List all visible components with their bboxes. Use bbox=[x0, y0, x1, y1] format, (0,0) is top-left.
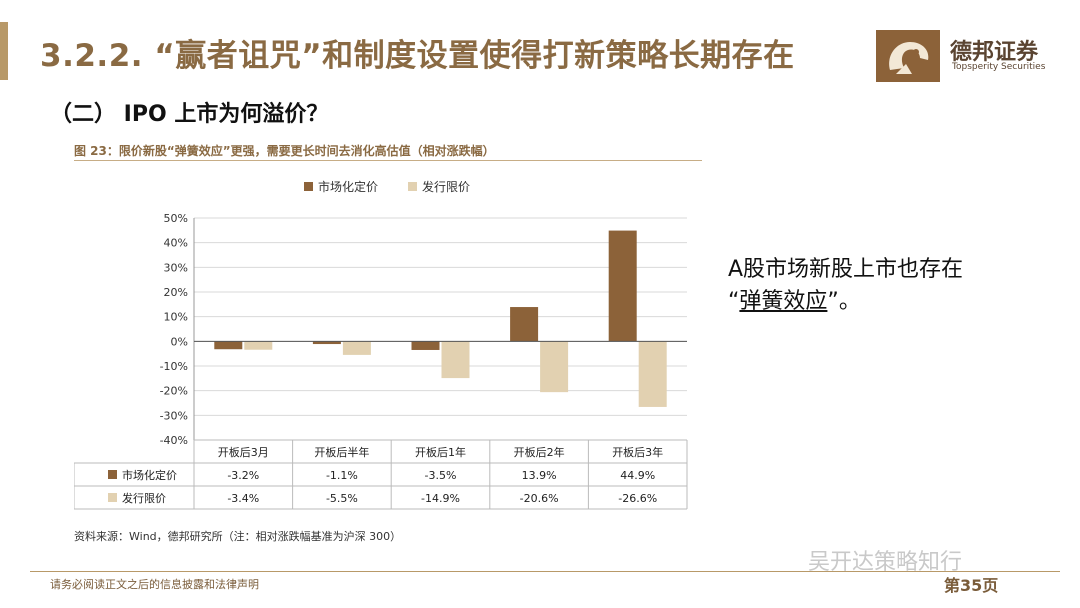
y-tick-label: 0% bbox=[171, 335, 188, 348]
source-note: 资料来源：Wind，德邦研究所（注：相对涨跌幅基准为沪深 300） bbox=[74, 530, 402, 543]
data-label: -14.9% bbox=[421, 492, 460, 505]
x-category-label: 开板后3月 bbox=[218, 445, 269, 459]
legend-swatch bbox=[304, 182, 313, 191]
data-label: -5.5% bbox=[326, 492, 358, 505]
data-label: -3.5% bbox=[425, 469, 457, 482]
page-number: 第35页 bbox=[944, 576, 999, 595]
y-tick-label: 20% bbox=[164, 286, 188, 299]
brand-logo bbox=[876, 30, 940, 82]
brand-name: 德邦证券 bbox=[950, 40, 1039, 65]
title-accent-bar bbox=[0, 22, 8, 80]
caption-divider bbox=[74, 160, 702, 161]
bar-chart: 50%40%30%20%10%0%-10%-20%-30%-40% 市场化定价发… bbox=[74, 179, 688, 510]
y-tick-label: 40% bbox=[164, 237, 188, 250]
y-tick-label: 30% bbox=[164, 261, 188, 274]
y-tick-label: 10% bbox=[164, 311, 188, 324]
footer-divider bbox=[30, 571, 1060, 572]
x-category-label: 开板后2年 bbox=[514, 445, 565, 459]
brand-english-name: Topsperity Securities bbox=[952, 62, 1046, 72]
table-series-name: 发行限价 bbox=[122, 491, 166, 505]
bar bbox=[608, 230, 637, 342]
bar bbox=[342, 341, 371, 355]
x-category-label: 开板后半年 bbox=[314, 445, 369, 459]
y-tick-label: -20% bbox=[160, 385, 188, 398]
disclaimer: 请务必阅读正文之后的信息披露和法律声明 bbox=[50, 578, 259, 591]
data-label: 13.9% bbox=[522, 469, 557, 482]
bar bbox=[244, 341, 273, 350]
x-category-label: 开板后1年 bbox=[415, 445, 466, 459]
table-series-swatch bbox=[108, 493, 117, 502]
side-commentary: A股市场新股上市也存在 “弹簧效应”。 bbox=[728, 254, 963, 318]
wechat-watermark: 吴开达策略知行 bbox=[808, 550, 963, 575]
close-quote: ”。 bbox=[827, 289, 861, 314]
data-label: 44.9% bbox=[620, 469, 655, 482]
table-series-name: 市场化定价 bbox=[122, 468, 177, 482]
y-tick-label: -10% bbox=[160, 360, 188, 373]
data-label: -26.6% bbox=[618, 492, 657, 505]
bar bbox=[540, 341, 569, 393]
bar bbox=[214, 341, 243, 350]
legend-label: 市场化定价 bbox=[318, 179, 378, 194]
section-subtitle: （二） IPO 上市为何溢价？ bbox=[50, 102, 329, 127]
data-label: -3.2% bbox=[227, 469, 259, 482]
open-quote: “ bbox=[728, 289, 740, 314]
legend-swatch bbox=[408, 182, 417, 191]
legend-label: 发行限价 bbox=[422, 179, 470, 194]
figure-caption: 图 23：限价新股“弹簧效应”更强，需要更长时间去消化高估值（相对涨跌幅） bbox=[74, 144, 495, 158]
spring-effect-highlight: 弹簧效应 bbox=[739, 289, 828, 314]
data-label: -3.4% bbox=[227, 492, 259, 505]
y-tick-label: -30% bbox=[160, 409, 188, 422]
data-label: -20.6% bbox=[520, 492, 559, 505]
bar bbox=[441, 341, 470, 379]
table-series-swatch bbox=[108, 470, 117, 479]
x-category-label: 开板后3年 bbox=[612, 445, 663, 459]
bar bbox=[510, 307, 539, 342]
side-text-line2: “弹簧效应”。 bbox=[728, 286, 963, 318]
bar bbox=[411, 341, 440, 350]
slide-title: 3.2.2. “赢者诅咒”和制度设置使得打新策略长期存在 bbox=[40, 38, 795, 74]
side-text-line1: A股市场新股上市也存在 bbox=[728, 257, 964, 282]
data-label: -1.1% bbox=[326, 469, 358, 482]
y-tick-label: 50% bbox=[164, 212, 188, 225]
bar bbox=[312, 341, 341, 345]
bar bbox=[638, 341, 667, 407]
y-tick-label: -40% bbox=[160, 434, 188, 447]
